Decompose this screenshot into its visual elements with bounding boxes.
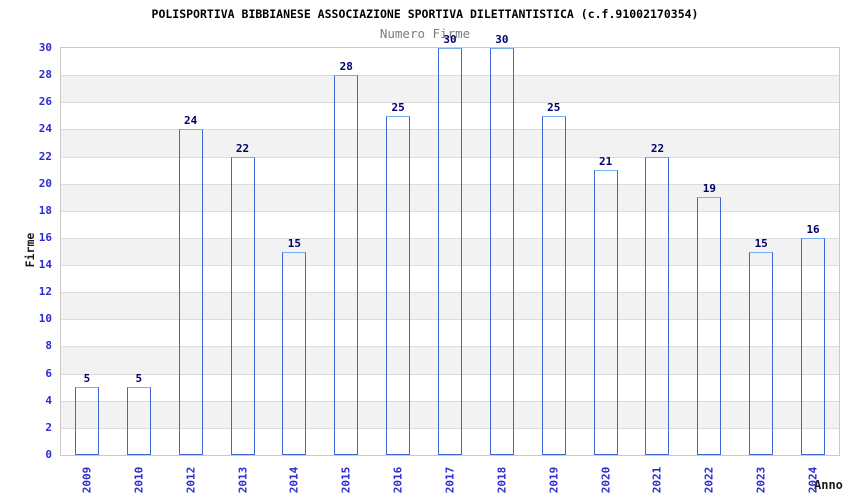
gridline [61,265,839,267]
x-tick-label-2018: 2018 [495,466,509,494]
plot-area [60,47,840,456]
bar-2014 [282,251,307,455]
y-tick-label: 10 [38,312,52,326]
x-tick-label-2015: 2015 [339,466,353,494]
bar-value-label: 16 [806,222,820,236]
bar-value-label: 15 [754,236,768,250]
x-tick-label-2014: 2014 [287,466,301,494]
background-band [61,75,839,103]
background-band [61,129,839,157]
gridline [61,237,839,239]
x-tick-label-2017: 2017 [443,466,457,494]
x-tick-label-2009: 2009 [80,466,94,494]
y-tick-label: 0 [45,448,52,461]
chart-title: POLISPORTIVA BIBBIANESE ASSOCIAZIONE SPO… [151,7,699,21]
bar-2017 [438,48,462,455]
x-tick-label-2019: 2019 [547,466,561,494]
x-tick-label-2024: 2024 [806,466,820,494]
bar-2009 [74,387,99,455]
chart-subtitle: Numero Firme [379,26,471,41]
x-tick-label-2020: 2020 [599,466,613,494]
x-tick-label-2021: 2021 [650,466,664,494]
background-band [61,400,839,428]
bar-value-label: 5 [83,372,91,386]
bar-value-label: 22 [650,141,665,155]
y-tick-label: 16 [38,230,52,244]
y-tick-label: 18 [38,203,52,217]
gridline [61,210,839,212]
bar-value-label: 28 [339,60,353,74]
background-band [61,183,839,211]
bar-2021 [645,156,670,455]
bar-value-label: 30 [443,33,457,46]
x-tick-label-2012: 2012 [184,466,198,494]
bar-value-label: 24 [184,114,198,128]
x-tick-label-2023: 2023 [754,466,768,494]
x-axis-title: Anno [814,478,843,492]
gridline [61,319,839,321]
bar-2018 [489,48,514,455]
y-tick-label: 2 [45,420,52,434]
x-tick-label-2013: 2013 [236,466,250,494]
gridline [61,129,839,131]
y-tick-label: 6 [45,366,52,380]
gridline [61,156,839,158]
bar-2013 [230,156,255,455]
bar-value-label: 22 [235,141,250,155]
y-tick-label: 30 [38,41,52,54]
bar-value-label: 25 [547,100,561,114]
gridline [61,346,839,348]
y-tick-label: 28 [38,68,52,82]
bar-value-label: 21 [598,155,613,169]
x-tick-label-2022: 2022 [702,466,716,494]
gridline [61,400,839,402]
y-tick-label: 24 [38,122,52,136]
bar-2022 [697,197,722,455]
background-band [61,292,839,320]
x-tick-label-2016: 2016 [391,466,405,494]
y-tick-label: 26 [38,95,52,109]
y-tick-label: 14 [38,258,52,272]
bar-2024 [801,237,826,455]
gridline [61,102,839,104]
bar-2020 [593,170,618,455]
bar-value-label: 25 [391,100,405,114]
y-tick-label: 22 [38,149,52,163]
gridline [61,373,839,375]
gridline [61,292,839,294]
bar-2015 [334,75,359,455]
background-band [61,346,839,374]
gridline [61,75,839,77]
bar-2010 [126,387,151,455]
bar-2023 [749,251,774,455]
bar-2016 [386,115,411,455]
gridline [61,427,839,429]
x-tick-label-2010: 2010 [132,466,146,494]
bar-value-label: 5 [135,372,143,386]
y-tick-label: 12 [38,285,52,299]
bar-value-label: 30 [495,33,509,46]
y-tick-label: 20 [38,176,52,190]
bar-value-label: 15 [287,236,302,250]
y-tick-label: 4 [45,393,52,407]
y-tick-label: 8 [45,339,52,353]
bar-2019 [541,115,566,455]
gridline [61,183,839,185]
background-band [61,237,839,266]
bar-value-label: 19 [702,182,716,196]
bar-2012 [178,129,203,455]
